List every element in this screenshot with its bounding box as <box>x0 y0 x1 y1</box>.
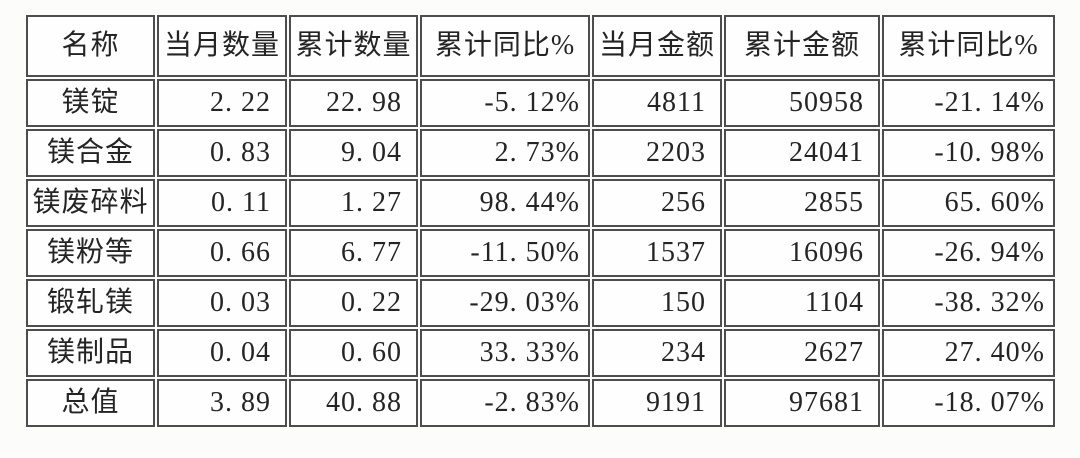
table-cell: 22. 98 <box>289 79 418 127</box>
table-cell: 40. 88 <box>289 379 418 427</box>
table-cell: 50958 <box>724 79 880 127</box>
table-cell: -21. 14% <box>882 79 1055 127</box>
table-cell: -11. 50% <box>420 229 590 277</box>
table-cell: 65. 60% <box>882 179 1055 227</box>
cell-row-name: 镁废碎料 <box>26 179 155 227</box>
table-cell: 1. 27 <box>289 179 418 227</box>
table-row: 镁粉等 0. 66 6. 77 -11. 50% 1537 16096 -26.… <box>26 229 1055 277</box>
table-cell: 0. 03 <box>157 279 287 327</box>
table-cell: 98. 44% <box>420 179 590 227</box>
table-cell: 2. 73% <box>420 129 590 177</box>
table-cell: 0. 11 <box>157 179 287 227</box>
column-header-month-amount: 当月金额 <box>592 15 722 77</box>
table-cell: 9. 04 <box>289 129 418 177</box>
cell-row-name: 镁锭 <box>26 79 155 127</box>
table-cell: 234 <box>592 329 722 377</box>
table-row: 镁合金 0. 83 9. 04 2. 73% 2203 24041 -10. 9… <box>26 129 1055 177</box>
table-cell: 33. 33% <box>420 329 590 377</box>
table-cell: -18. 07% <box>882 379 1055 427</box>
table-cell: 1104 <box>724 279 880 327</box>
cell-row-name: 镁合金 <box>26 129 155 177</box>
table-cell: -29. 03% <box>420 279 590 327</box>
table-cell: 16096 <box>724 229 880 277</box>
table-cell: -26. 94% <box>882 229 1055 277</box>
table-cell: 2203 <box>592 129 722 177</box>
column-header-month-qty: 当月数量 <box>157 15 287 77</box>
table-cell: 0. 83 <box>157 129 287 177</box>
table-cell: 4811 <box>592 79 722 127</box>
table-cell: 0. 66 <box>157 229 287 277</box>
table-cell: -38. 32% <box>882 279 1055 327</box>
table-cell: 6. 77 <box>289 229 418 277</box>
cell-row-name: 锻轧镁 <box>26 279 155 327</box>
table-cell: 0. 04 <box>157 329 287 377</box>
table-cell: 2855 <box>724 179 880 227</box>
table-row: 镁制品 0. 04 0. 60 33. 33% 234 2627 27. 40% <box>26 329 1055 377</box>
table-cell: -2. 83% <box>420 379 590 427</box>
header-row: 名称 当月数量 累计数量 累计同比% 当月金额 累计金额 累计同比% <box>26 15 1055 77</box>
table-cell: 0. 22 <box>289 279 418 327</box>
table-cell: 27. 40% <box>882 329 1055 377</box>
table-cell: 97681 <box>724 379 880 427</box>
table-cell: 150 <box>592 279 722 327</box>
data-table: 名称 当月数量 累计数量 累计同比% 当月金额 累计金额 累计同比% 镁锭 2.… <box>24 13 1057 429</box>
table-row: 镁废碎料 0. 11 1. 27 98. 44% 256 2855 65. 60… <box>26 179 1055 227</box>
table-row: 镁锭 2. 22 22. 98 -5. 12% 4811 50958 -21. … <box>26 79 1055 127</box>
table-cell: 1537 <box>592 229 722 277</box>
column-header-cum-qty: 累计数量 <box>289 15 418 77</box>
cell-row-name: 镁制品 <box>26 329 155 377</box>
cell-row-name: 总值 <box>26 379 155 427</box>
column-header-name: 名称 <box>26 15 155 77</box>
table-cell: -10. 98% <box>882 129 1055 177</box>
table-cell: 24041 <box>724 129 880 177</box>
column-header-cum-amount: 累计金额 <box>724 15 880 77</box>
cell-row-name: 镁粉等 <box>26 229 155 277</box>
column-header-cum-yoy-amount: 累计同比% <box>882 15 1055 77</box>
table-cell: 0. 60 <box>289 329 418 377</box>
table-cell: -5. 12% <box>420 79 590 127</box>
table-cell: 256 <box>592 179 722 227</box>
table-cell: 3. 89 <box>157 379 287 427</box>
table-cell: 2. 22 <box>157 79 287 127</box>
table-cell: 9191 <box>592 379 722 427</box>
table-row-total: 总值 3. 89 40. 88 -2. 83% 9191 97681 -18. … <box>26 379 1055 427</box>
table-cell: 2627 <box>724 329 880 377</box>
column-header-cum-yoy-qty: 累计同比% <box>420 15 590 77</box>
table-row: 锻轧镁 0. 03 0. 22 -29. 03% 150 1104 -38. 3… <box>26 279 1055 327</box>
